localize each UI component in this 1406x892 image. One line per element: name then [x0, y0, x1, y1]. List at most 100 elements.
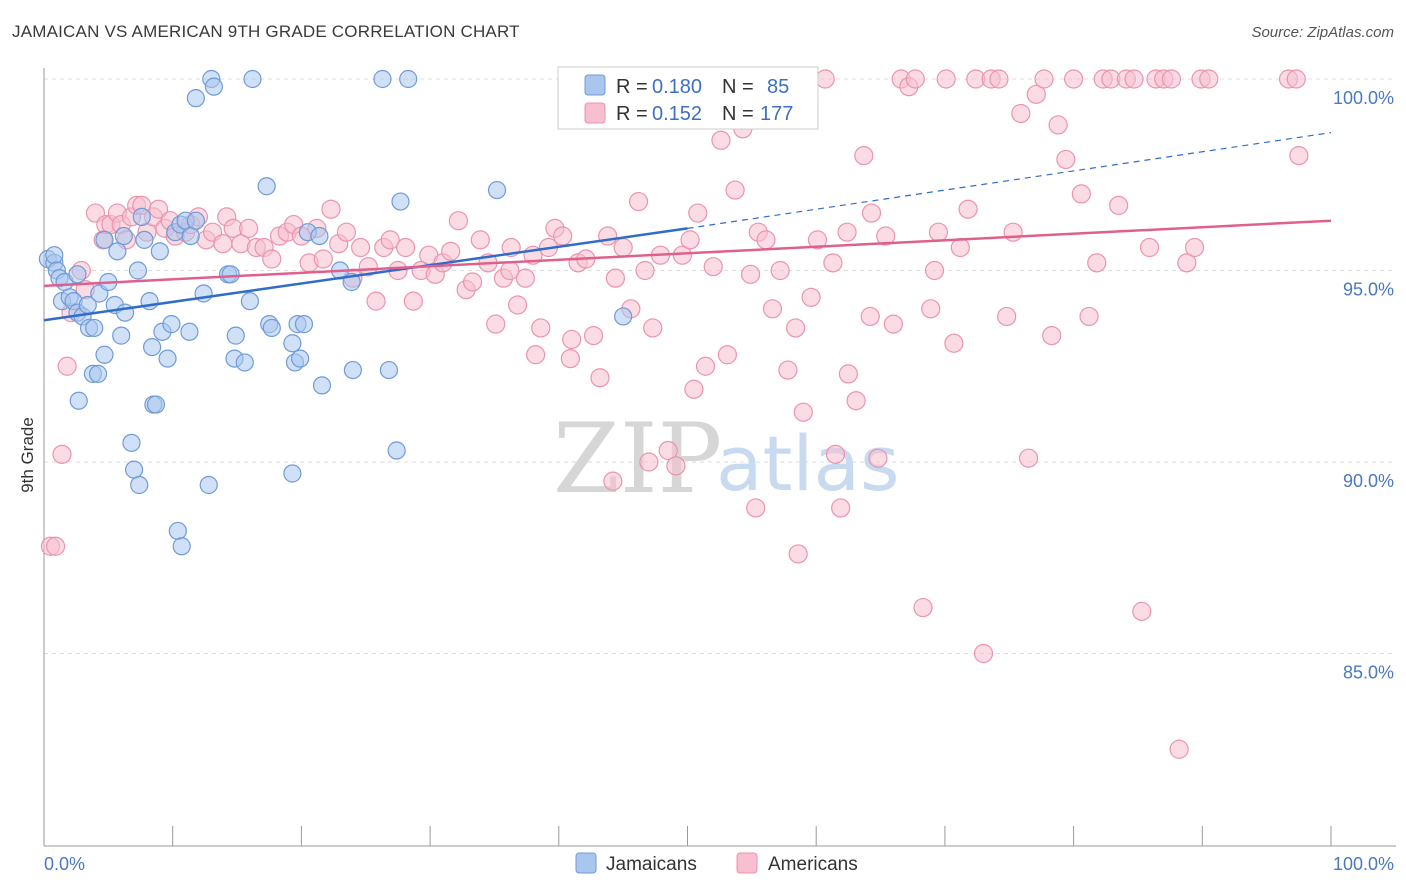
data-point [373, 69, 392, 89]
bottom-legend-swatch-americans [736, 852, 758, 874]
bottom-legend-swatch-jamaicans [575, 852, 597, 874]
data-point [150, 242, 169, 261]
data-point [45, 246, 64, 265]
legend-r-value-2: 0.152 [652, 103, 702, 125]
data-point [1056, 149, 1076, 170]
jamaicans-points [38, 69, 633, 556]
data-point [762, 299, 783, 319]
legend-n-value-2: 177 [760, 103, 793, 125]
data-point [944, 333, 964, 353]
data-point [614, 307, 633, 326]
data-point [1003, 222, 1023, 242]
data-point [68, 265, 87, 284]
data-point [262, 318, 281, 338]
data-point [88, 364, 108, 384]
data-point [135, 230, 154, 249]
data-point [1169, 739, 1189, 759]
x-tick-label-max: 100.0% [1333, 854, 1394, 874]
y-tick-label: 85.0% [1343, 663, 1394, 683]
data-point [379, 360, 399, 380]
data-point [112, 326, 131, 345]
data-point [770, 260, 790, 281]
legend: R = 0.180 N = 85 R = 0.152 N = 177 [557, 66, 819, 130]
data-point [905, 69, 925, 89]
legend-n-value-1: 85 [767, 76, 789, 98]
data-point [1286, 69, 1306, 89]
data-point [936, 69, 956, 89]
y-tick-label: 95.0% [1343, 280, 1394, 300]
data-point [1139, 237, 1160, 258]
data-point [825, 444, 846, 464]
data-point [313, 249, 333, 269]
trend-line-jamaicans-extension [687, 132, 1332, 229]
data-point [997, 306, 1017, 327]
data-point [312, 376, 332, 395]
data-point [143, 338, 162, 357]
trend-line-americans [43, 219, 1332, 288]
data-point [128, 261, 148, 280]
data-point [124, 460, 144, 479]
data-point [1042, 326, 1062, 346]
data-point [283, 334, 302, 353]
data-point [807, 230, 828, 250]
data-point [1109, 195, 1129, 215]
data-point [172, 537, 191, 556]
data-point [470, 230, 490, 250]
data-point [257, 177, 276, 196]
data-point [583, 326, 604, 346]
data-point [162, 315, 181, 334]
data-point [204, 77, 223, 96]
data-point [778, 360, 798, 380]
data-point [643, 318, 663, 338]
data-point [786, 318, 806, 338]
legend-r-value-1: 0.180 [652, 76, 702, 98]
data-point [860, 306, 880, 327]
data-point [1026, 84, 1046, 104]
data-point [553, 226, 573, 246]
data-point [793, 402, 813, 422]
legend-swatch-americans [584, 102, 606, 124]
bottom-legend-jamaicans: Jamaicans [606, 854, 697, 875]
data-point [1184, 237, 1205, 258]
data-point [180, 322, 199, 341]
data-point [1177, 253, 1197, 273]
data-point [158, 349, 177, 368]
data-point [958, 199, 978, 219]
data-point [688, 203, 708, 223]
data-point [639, 452, 659, 472]
watermark: ZIP atlas [553, 403, 900, 515]
data-point [1161, 69, 1182, 89]
legend-n-label-1: N = [722, 76, 754, 98]
data-point [403, 291, 423, 311]
data-point [635, 260, 655, 281]
data-point [854, 146, 874, 166]
data-point [441, 241, 461, 261]
data-point [590, 368, 610, 388]
data-point [801, 287, 821, 307]
data-point [213, 234, 233, 254]
data-point [168, 521, 187, 541]
data-point [399, 69, 418, 89]
data-point [515, 268, 535, 288]
data-point [1087, 253, 1107, 273]
data-point [560, 348, 580, 369]
legend-n-label-2: N = [722, 103, 754, 125]
data-point [226, 326, 245, 345]
legend-r-label-2: R = [616, 103, 648, 125]
y-tick-label: 100.0% [1333, 88, 1394, 108]
data-point [146, 395, 166, 414]
y-tick-label: 90.0% [1343, 471, 1394, 491]
legend-swatch-jamaicans [584, 74, 606, 96]
data-point [526, 345, 546, 365]
x-tick-label-min: 0.0% [44, 854, 85, 874]
data-point [1071, 184, 1091, 204]
data-point [186, 211, 205, 230]
watermark-atlas: atlas [716, 419, 900, 508]
trend-line-jamaicans [43, 227, 688, 322]
data-point [240, 292, 260, 311]
data-point [1079, 306, 1099, 327]
data-point [262, 249, 282, 269]
data-point [846, 391, 866, 411]
data-point [613, 237, 633, 258]
